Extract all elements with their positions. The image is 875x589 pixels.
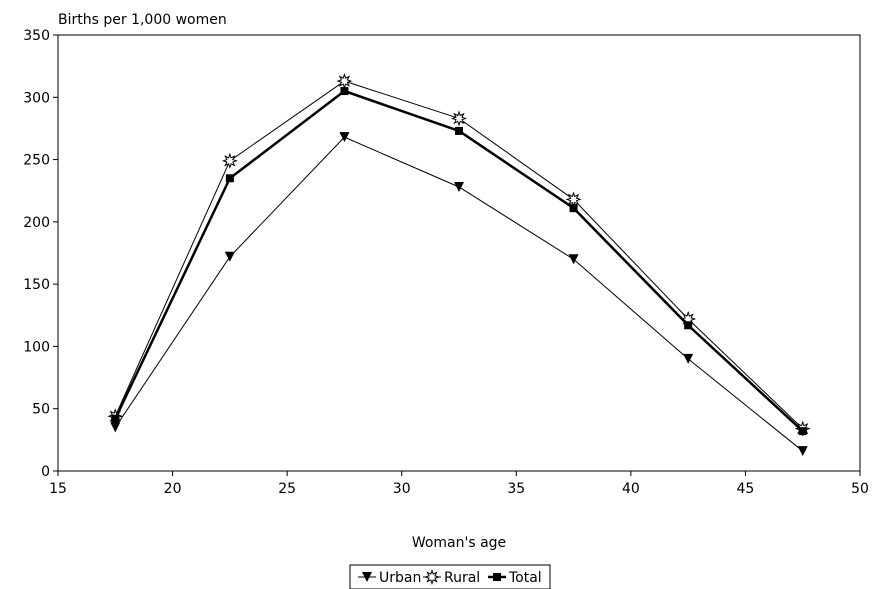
data-point-urban bbox=[568, 254, 579, 265]
data-point-urban bbox=[224, 251, 235, 262]
data-point-urban bbox=[110, 422, 121, 433]
x-tick-label: 20 bbox=[164, 481, 182, 497]
series-line-total bbox=[114, 89, 804, 433]
y-tick-label: 100 bbox=[23, 339, 50, 355]
y-tick-label: 150 bbox=[23, 277, 50, 293]
series-total bbox=[111, 87, 807, 436]
y-tick-label: 200 bbox=[23, 215, 50, 231]
y-tick-label: 350 bbox=[23, 28, 50, 44]
legend-marker-urban bbox=[362, 572, 372, 582]
data-point-rural bbox=[221, 152, 238, 169]
x-axis: 15 20 25 30 35 40 45 50 bbox=[49, 471, 869, 497]
y-tick-label: 300 bbox=[23, 90, 50, 106]
data-point-urban bbox=[683, 353, 694, 364]
data-point-urban bbox=[797, 446, 808, 457]
legend-label: Total bbox=[508, 570, 542, 586]
x-tick-label: 40 bbox=[622, 481, 640, 497]
x-tick-label: 35 bbox=[507, 481, 525, 497]
legend-item-rural: Rural bbox=[423, 568, 480, 586]
legend-item-total: Total bbox=[488, 570, 542, 586]
y-axis-label: Births per 1,000 women bbox=[58, 12, 227, 28]
x-tick-label: 25 bbox=[278, 481, 296, 497]
legend-label: Urban bbox=[379, 570, 421, 586]
data-point-total bbox=[684, 321, 693, 330]
y-axis: 0 50 100 150 200 250 300 350 bbox=[23, 28, 58, 480]
x-tick-label: 45 bbox=[737, 481, 755, 497]
legend-marker-total bbox=[493, 573, 501, 581]
data-point-total bbox=[798, 427, 807, 436]
series-layer bbox=[107, 73, 811, 457]
data-point-rural bbox=[336, 73, 353, 90]
series-urban bbox=[110, 132, 808, 457]
data-point-rural bbox=[450, 110, 468, 127]
y-tick-label: 250 bbox=[23, 153, 50, 169]
legend-marker-rural bbox=[423, 568, 441, 586]
data-point-urban bbox=[454, 181, 464, 192]
data-point-total bbox=[111, 414, 120, 423]
data-point-urban bbox=[339, 132, 350, 143]
legend-frame bbox=[349, 564, 551, 589]
x-tick-label: 30 bbox=[393, 481, 411, 497]
data-point-total bbox=[455, 126, 463, 135]
y-tick-label: 0 bbox=[41, 464, 50, 480]
legend: Urban Rural Total bbox=[349, 564, 551, 589]
data-point-total bbox=[340, 87, 349, 96]
x-tick-label: 15 bbox=[49, 481, 67, 497]
data-point-total bbox=[569, 204, 578, 213]
legend-item-urban: Urban bbox=[358, 570, 421, 586]
x-tick-label: 50 bbox=[851, 481, 869, 497]
data-point-total bbox=[225, 174, 234, 183]
x-axis-label: Woman's age bbox=[412, 535, 506, 551]
plot-area bbox=[57, 34, 861, 472]
legend-label: Rural bbox=[444, 570, 480, 586]
plot-frame bbox=[57, 34, 861, 472]
y-tick-label: 50 bbox=[32, 402, 50, 418]
